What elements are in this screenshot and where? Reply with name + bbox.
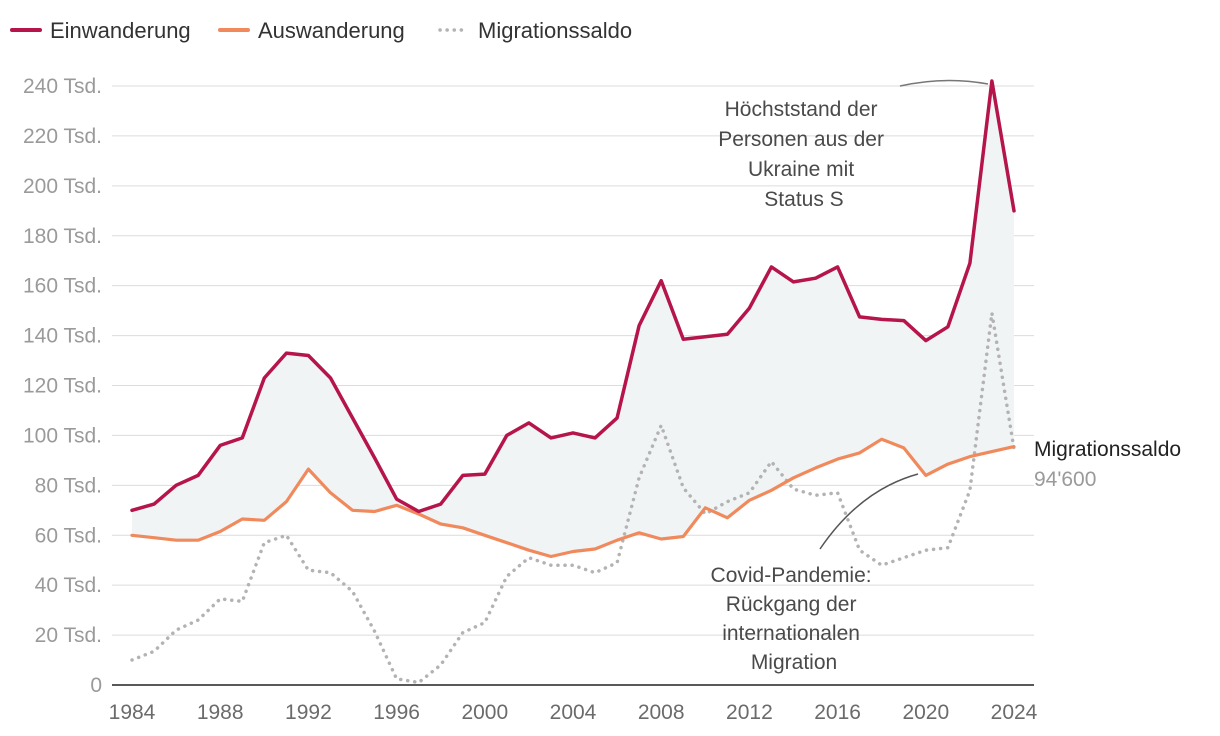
annotation-peak-line: Status S: [764, 188, 843, 211]
y-tick-label: 180 Tsd.: [23, 225, 102, 248]
annotation-covid: Covid-Pandemie: Rückgang der internation…: [711, 564, 878, 674]
annotation-peak-leader: [899, 79, 989, 87]
legend-label: Auswanderung: [258, 18, 405, 43]
annotation-covid-leader: [819, 473, 919, 550]
legend-label: Einwanderung: [50, 18, 191, 43]
annotation-covid-line: Migration: [751, 651, 837, 674]
y-tick-label: 220 Tsd.: [23, 125, 102, 148]
series-line-einwanderung: [130, 79, 1016, 514]
x-tick-label: 2008: [638, 701, 685, 724]
x-tick-label: 1996: [373, 701, 420, 724]
annotation-peak-line: Ukraine mit: [748, 158, 854, 181]
legend: Einwanderung Auswanderung Migrationssaldo: [10, 18, 632, 43]
x-tick-label: 2004: [550, 701, 597, 724]
y-tick-label: 140 Tsd.: [23, 325, 102, 348]
y-tick-label: 160 Tsd.: [23, 275, 102, 298]
x-tick-label: 2000: [461, 701, 508, 724]
y-tick-label: 240 Tsd.: [23, 75, 102, 98]
end-label-value: 94'600: [1034, 468, 1096, 491]
y-tick-label: 200 Tsd.: [23, 175, 102, 198]
series-lines: [130, 79, 1016, 685]
y-axis-ticks: 0 20 Tsd. 40 Tsd. 60 Tsd. 80 Tsd. 100 Tsd. 120…: [23, 75, 102, 697]
legend-label: Migrationssaldo: [478, 18, 632, 43]
end-label-name: Migrationssaldo: [1034, 438, 1181, 461]
y-tick-label: 40 Tsd.: [35, 574, 102, 597]
y-tick-label: 0: [90, 674, 102, 697]
annotation-peak: Höchststand der Personen aus der Ukraine…: [718, 98, 890, 211]
difference-band: [132, 81, 1014, 557]
x-tick-label: 1992: [285, 701, 332, 724]
annotation-covid-line: Covid-Pandemie:: [711, 564, 872, 587]
x-tick-label: 2024: [991, 701, 1038, 724]
y-tick-label: 100 Tsd.: [23, 424, 102, 447]
x-tick-label: 2016: [814, 701, 861, 724]
y-tick-label: 60 Tsd.: [35, 524, 102, 547]
annotation-covid-line: internationalen: [722, 622, 860, 645]
x-tick-label: 1984: [109, 701, 156, 724]
x-tick-label: 1988: [197, 701, 244, 724]
y-tick-label: 80 Tsd.: [35, 474, 102, 497]
annotation-covid-line: Rückgang der: [726, 593, 857, 616]
y-tick-label: 20 Tsd.: [35, 624, 102, 647]
annotation-peak-line: Personen aus der: [718, 128, 884, 151]
annotation-peak-line: Höchststand der: [725, 98, 878, 121]
series-line-migrationssaldo: [130, 311, 1016, 685]
y-tick-label: 120 Tsd.: [23, 375, 102, 398]
x-tick-label: 2020: [902, 701, 949, 724]
series-line-auswanderung: [130, 437, 1016, 559]
x-axis-ticks: 1984 1988 1992 1996 2000 2004 2008 2012 2016 2020…: [109, 701, 1038, 724]
x-tick-label: 2012: [726, 701, 773, 724]
